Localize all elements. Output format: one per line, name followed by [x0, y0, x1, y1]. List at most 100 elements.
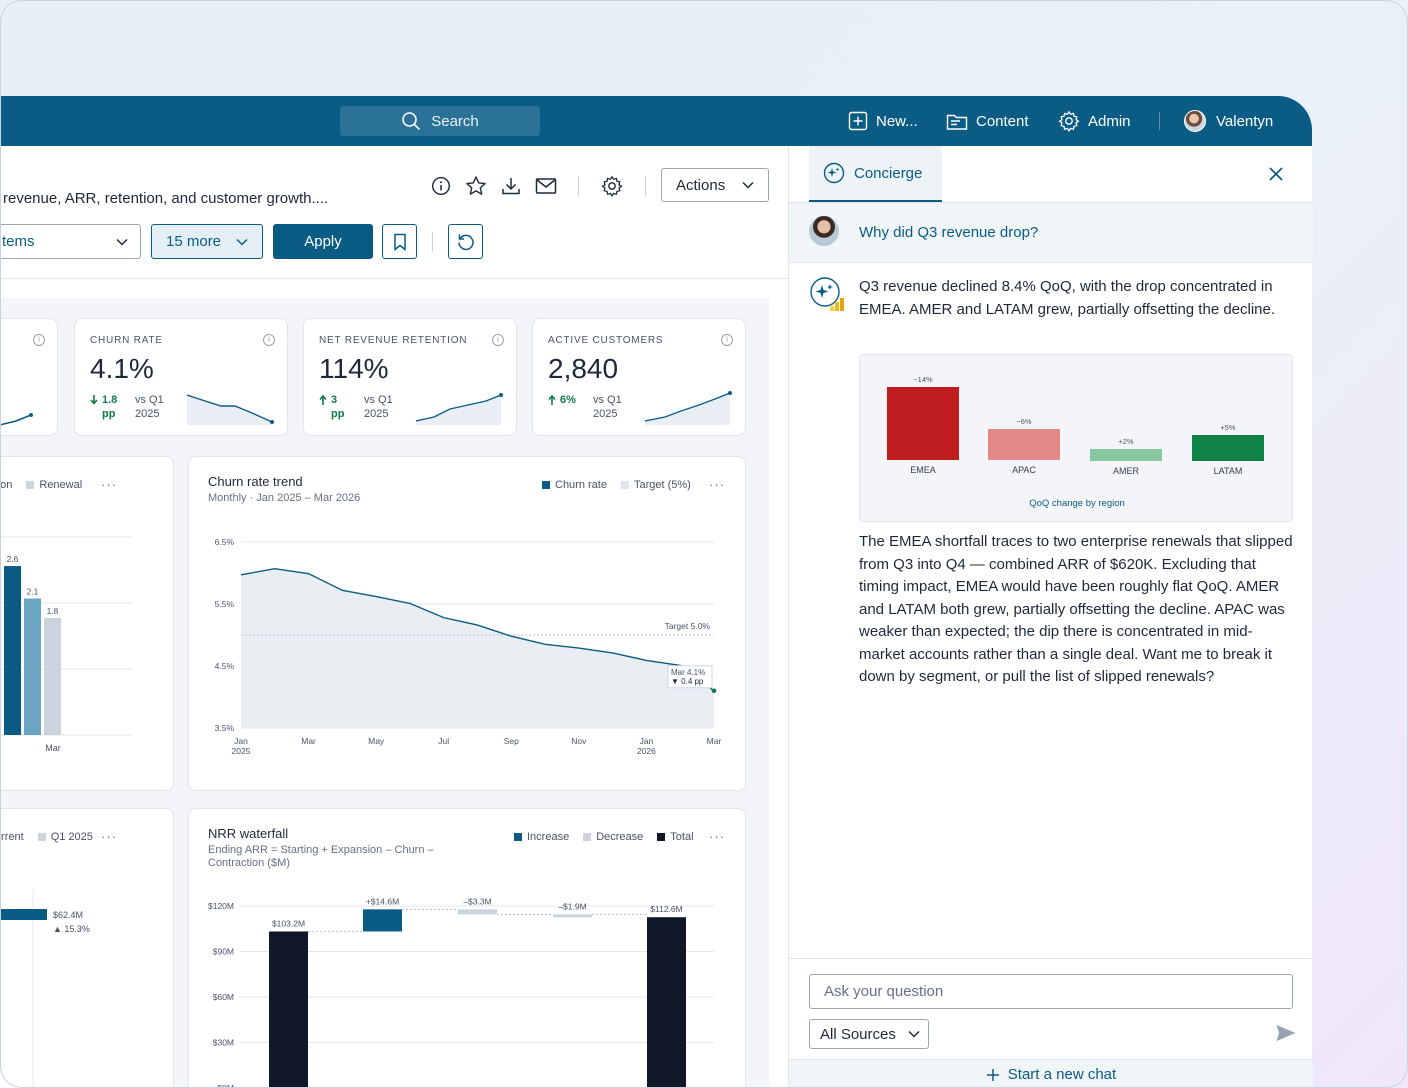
callout-box: [667, 665, 713, 689]
question-input[interactable]: Ask your question: [809, 974, 1293, 1009]
kpi-card-partial[interactable]: i: [0, 318, 58, 436]
target-label: Target 5.0%: [665, 621, 711, 631]
download-button[interactable]: [499, 174, 523, 198]
region-bar: [887, 387, 959, 460]
hbar-previous: [0, 921, 1, 927]
bar-value-label: –$3.3M: [463, 896, 491, 906]
nrr-waterfall-card[interactable]: NRR waterfall Ending ARR = Starting + Ex…: [188, 808, 746, 1088]
send-icon[interactable]: [1275, 1023, 1297, 1043]
assistant-icon: [810, 277, 844, 311]
info-icon[interactable]: i: [721, 334, 733, 346]
sources-dropdown[interactable]: All Sources: [809, 1019, 929, 1049]
kpi-delta: 3 pp: [319, 393, 344, 421]
items-filter[interactable]: tems: [0, 224, 141, 259]
more-options-icon[interactable]: ···: [709, 477, 725, 492]
kpi-card-active-customers[interactable]: ACTIVE CUSTOMERS i 2,840 6% vs Q1 2025: [532, 318, 746, 436]
kpi-delta-value: 6%: [560, 394, 576, 406]
more-options-icon[interactable]: ···: [709, 829, 725, 844]
arr-bar-chart: 2.6 2.1 1.8 Mar: [0, 536, 133, 753]
kpi-comparison-line2: 2025: [364, 408, 389, 420]
content-menu[interactable]: Content: [946, 96, 1029, 146]
actions-dropdown[interactable]: Actions: [661, 168, 769, 202]
sparkline: [416, 393, 503, 425]
x-tick-label: 2025: [232, 746, 251, 756]
more-options-icon[interactable]: ···: [101, 829, 117, 844]
y-tick-label: 6.5%: [215, 537, 235, 547]
question-text: Why did Q3 revenue drop?: [859, 224, 1039, 241]
hbar-delta-label: ▲ 15.3%: [53, 924, 90, 934]
chart-caption: QoQ change by region: [1029, 498, 1125, 509]
chart-legend: Churn rate Target (5%): [542, 479, 691, 491]
mail-icon: [535, 178, 557, 194]
hbar-value-label: $62.4M: [53, 910, 83, 920]
kpi-comparison-line1: vs Q1: [364, 394, 393, 406]
tab-concierge[interactable]: Concierge: [809, 146, 942, 202]
dashboard-description: revenue, ARR, retention, and customer gr…: [3, 190, 329, 207]
new-menu[interactable]: New...: [848, 96, 918, 146]
admin-menu[interactable]: Admin: [1058, 96, 1131, 146]
info-icon[interactable]: i: [492, 334, 504, 346]
waterfall-bar: [553, 914, 592, 918]
close-button[interactable]: [1266, 164, 1286, 184]
arr-comparison-card[interactable]: Current Q1 2025 ··· $62.4M ▲ 15.3%: [0, 808, 174, 1088]
dashboard-canvas: i CHURN RATE i 4.1% 1.8 pp vs Q1 2025 NET …: [0, 298, 769, 1088]
hbar-current: [0, 909, 47, 920]
kpi-value: 2,840: [548, 353, 619, 384]
y-tick-label: $90M: [213, 947, 234, 957]
email-button[interactable]: [534, 174, 558, 198]
favorite-button[interactable]: [464, 174, 488, 198]
chart-legend: Expansion Renewal: [0, 479, 82, 491]
legend-item: Target (5%): [620, 479, 691, 491]
more-options-icon[interactable]: ···: [101, 477, 117, 492]
apply-button[interactable]: Apply: [273, 224, 373, 259]
bar-value-label: $103.2M: [272, 918, 305, 928]
sparkle-circle-icon: [823, 162, 845, 184]
kpi-delta-unit: pp: [102, 408, 116, 420]
arrow-up-icon: [319, 394, 327, 405]
churn-line-chart: 6.5% 5.5% 4.5% 3.5% Target 5.0% Mar 4.1%▼ 0.4…: [215, 537, 722, 756]
waterfall-bar: [458, 909, 497, 915]
search-box[interactable]: Search: [340, 106, 540, 136]
reset-button[interactable]: [448, 224, 483, 259]
chart-subtitle-line1: Ending ARR = Starting + Expansion – Chur…: [208, 844, 434, 856]
kpi-value: 114%: [319, 353, 389, 384]
kpi-comparison-line1: vs Q1: [593, 394, 622, 406]
top-bar: Search New... Content Admin Valentyn: [0, 96, 1312, 146]
region-label: EMEA: [910, 465, 936, 475]
info-icon[interactable]: i: [263, 334, 275, 346]
legend-item: Churn rate: [542, 479, 607, 491]
x-tick-label: Sep: [504, 736, 519, 746]
kpi-delta-unit: pp: [331, 408, 345, 420]
kpi-delta: 1.8 pp: [90, 393, 117, 421]
qoq-region-chart: −14% EMEA −6% APAC +2% AMER +5% LATAM QoQ chang…: [859, 354, 1293, 522]
search-icon: [402, 112, 421, 131]
legend-label: Expansion: [0, 479, 13, 491]
settings-button[interactable]: [600, 174, 624, 198]
y-tick-label: 4.5%: [215, 661, 235, 671]
more-filters-dropdown[interactable]: 15 more: [151, 224, 263, 259]
info-icon[interactable]: i: [33, 334, 45, 346]
chevron-down-icon: [236, 238, 248, 246]
kpi-comparison: vs Q1 2025: [364, 393, 393, 421]
tab-concierge-label: Concierge: [854, 164, 923, 182]
user-avatar: [809, 216, 839, 246]
user-menu[interactable]: Valentyn: [1184, 96, 1273, 146]
arr-bars-card[interactable]: Expansion Renewal ··· 2.6 2.1 1.8 Mar: [0, 456, 174, 791]
plus-box-icon: [848, 111, 868, 131]
kpi-card-nrr[interactable]: NET REVENUE RETENTION i 114% 3 pp vs Q1 20…: [303, 318, 517, 436]
arrow-up-icon: [548, 394, 556, 405]
legend-label: Renewal: [39, 479, 83, 491]
admin-label: Admin: [1088, 112, 1131, 130]
churn-trend-card[interactable]: Churn rate trend Monthly · Jan 2025 – Ma…: [188, 456, 746, 791]
region-pct-label: −6%: [1016, 416, 1032, 426]
concierge-panel: Concierge Why did Q3 revenue drop? Q3 re…: [788, 146, 1313, 1088]
kpi-delta-value: 3: [331, 394, 338, 406]
kpi-card-churn[interactable]: CHURN RATE i 4.1% 1.8 pp vs Q1 2025: [74, 318, 288, 436]
gear-icon: [1058, 110, 1080, 132]
user-avatar: [1184, 110, 1206, 132]
bookmark-button[interactable]: [382, 224, 417, 259]
waterfall-bar: [647, 917, 686, 1088]
new-chat-button[interactable]: Start a new chat: [789, 1059, 1313, 1088]
kpi-delta-value: 1.8: [102, 394, 118, 406]
info-button[interactable]: [429, 174, 453, 198]
